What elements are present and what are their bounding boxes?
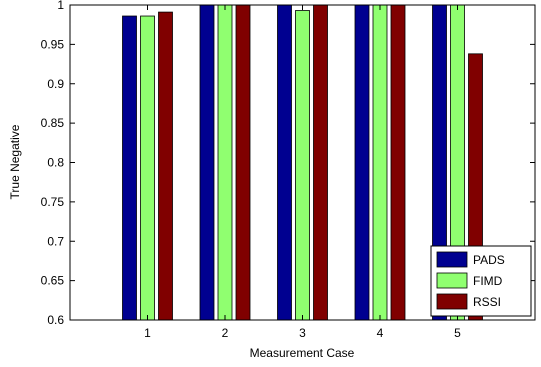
bar-fimd-case-4 — [372, 4, 388, 321]
y-tick-label: 0.95 — [41, 37, 65, 51]
y-tick-label: 0.65 — [41, 274, 65, 288]
bar-rssi-case-2 — [235, 4, 251, 321]
legend-swatch-rssi — [436, 293, 468, 310]
bar-rssi-case-1 — [158, 11, 173, 321]
legend-label-pads: PADS — [473, 253, 505, 267]
bars-layer — [122, 4, 483, 321]
ticks-layer: 0.6 0.65 0.7 0.75 0.8 0.85 0.9 0.95 1 1 2 3 4 5 — [41, 0, 535, 340]
bar-rssi-case-3 — [313, 4, 328, 321]
y-tick-label: 0.9 — [47, 77, 64, 91]
x-axis-label: Measurement Case — [250, 346, 355, 360]
y-tick-label: 0.85 — [41, 116, 65, 130]
bar-pads-case-2 — [199, 4, 215, 321]
legend-label-rssi: RSSI — [473, 295, 501, 309]
legend-swatch-pads — [436, 251, 468, 268]
legend-swatch-fimd — [436, 272, 468, 289]
y-tick-label: 0.7 — [47, 234, 64, 248]
bar-pads-case-4 — [354, 4, 370, 321]
y-tick-label: 0.6 — [47, 313, 64, 327]
y-tick-label: 0.8 — [47, 156, 64, 170]
legend-label-fimd: FIMD — [473, 274, 503, 288]
bar-fimd-case-3 — [295, 10, 310, 321]
x-tick-label: 1 — [144, 326, 151, 340]
legend: PADS FIMD RSSI — [430, 245, 532, 317]
bar-pads-case-1 — [122, 15, 137, 321]
x-tick-label: 2 — [222, 326, 229, 340]
bar-rssi-case-4 — [390, 4, 406, 321]
bar-pads-case-3 — [277, 4, 292, 321]
y-tick-label: 1 — [57, 0, 64, 12]
x-tick-label: 3 — [299, 326, 306, 340]
bar-fimd-case-1 — [140, 15, 155, 321]
y-axis-label: True Negative — [8, 124, 22, 199]
y-tick-label: 0.75 — [41, 195, 65, 209]
x-tick-label: 5 — [454, 326, 461, 340]
x-tick-label: 4 — [377, 326, 384, 340]
bar-fimd-case-2 — [217, 4, 233, 321]
